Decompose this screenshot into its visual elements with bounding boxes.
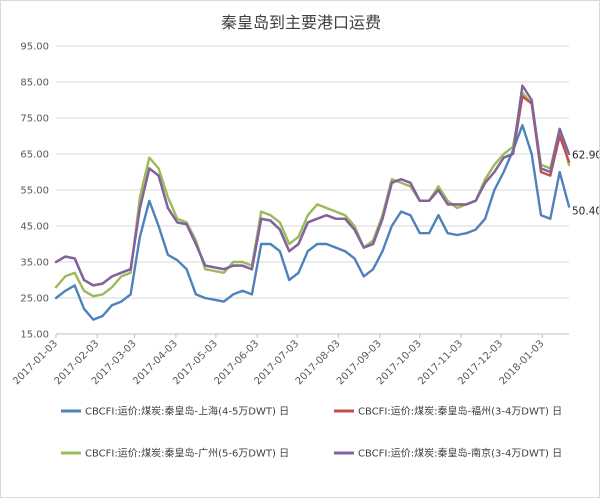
- series-line: [54, 84, 571, 287]
- y-tick-label: 55.00: [20, 186, 49, 197]
- y-tick-label: 35.00: [20, 258, 49, 269]
- y-tick-label: 25.00: [20, 294, 49, 305]
- data-labels: 62.90 50.40: [572, 150, 599, 218]
- y-tick-label: 45.00: [20, 222, 49, 233]
- y-tick-label: 75.00: [20, 114, 49, 125]
- y-tick-label: 15.00: [20, 330, 49, 341]
- y-tick-label: 95.00: [20, 42, 49, 53]
- x-tick-label: 2018-01-03: [498, 338, 547, 387]
- x-axis: 2017-01-032017-02-032017-03-032017-04-03…: [11, 334, 546, 387]
- legend-label: CBCFI:运价:煤炭:秦皇岛-福州(3-4万DWT) 日: [358, 405, 562, 418]
- y-tick-label: 85.00: [20, 78, 49, 89]
- legend: CBCFI:运价:煤炭:秦皇岛-上海(4-5万DWT) 日 CBCFI:运价:煤炭…: [61, 405, 562, 460]
- gridlines: [56, 45, 569, 335]
- series-line: [54, 91, 571, 298]
- data-label: 50.40: [572, 206, 599, 218]
- series-lines: [54, 84, 571, 321]
- legend-label: CBCFI:运价:煤炭:秦皇岛-上海(4-5万DWT) 日: [85, 405, 289, 418]
- y-axis: 15.00 25.00 35.00 45.00 55.00 65.00 75.00 85.00…: [20, 42, 49, 341]
- series-line: [54, 123, 571, 321]
- data-label: 62.90: [572, 150, 599, 162]
- chart-title: 秦皇岛到主要港口运费: [221, 13, 381, 32]
- legend-label: CBCFI:运价:煤炭:秦皇岛-南京(3-4万DWT) 日: [358, 447, 562, 460]
- legend-label: CBCFI:运价:煤炭:秦皇岛-广州(5-6万DWT) 日: [85, 447, 289, 460]
- y-tick-label: 65.00: [20, 150, 49, 161]
